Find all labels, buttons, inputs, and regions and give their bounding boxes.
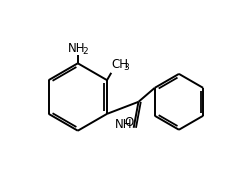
Text: NH: NH [115, 118, 132, 131]
Text: O: O [125, 116, 134, 129]
Text: 3: 3 [123, 63, 129, 72]
Text: CH: CH [112, 58, 129, 71]
Text: NH: NH [68, 42, 86, 55]
Text: 2: 2 [82, 47, 88, 56]
